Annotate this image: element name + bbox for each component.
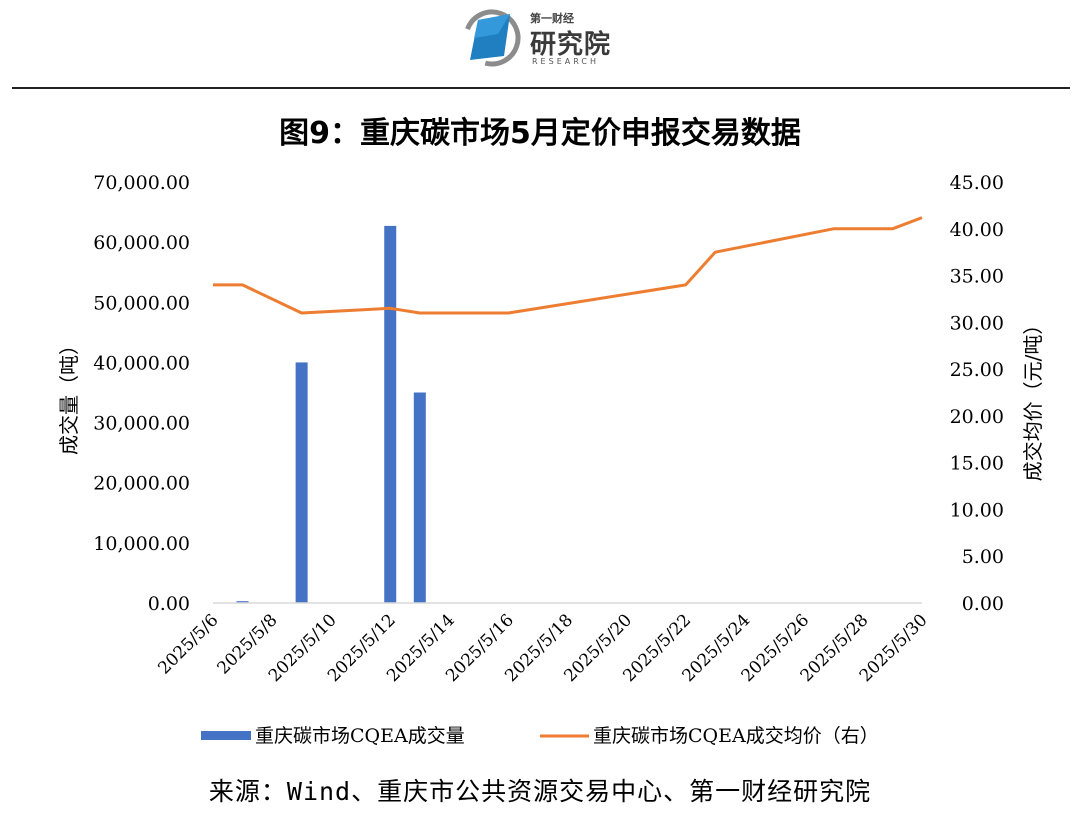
legend-line-label: 重庆碳市场CQEA成交均价（右） [593, 725, 879, 747]
right-tick-label: 5.00 [962, 546, 1004, 568]
right-tick-label: 0.00 [962, 593, 1004, 615]
y2-axis-title: 成交均价（元/吨） [1021, 315, 1045, 482]
bar-13 [413, 392, 426, 603]
left-tick-label: 70,000.00 [93, 172, 190, 194]
x-axis-ticks: 2025/5/62025/5/82025/5/102025/5/122025/5… [154, 610, 931, 686]
left-tick-label: 0.00 [148, 593, 190, 615]
right-tick-label: 45.00 [950, 172, 1004, 194]
left-tick-label: 40,000.00 [93, 352, 190, 374]
right-tick-label: 25.00 [950, 359, 1004, 381]
legend-bar-swatch [201, 731, 251, 740]
y-axis-title: 成交量（吨） [57, 335, 81, 455]
bar-12 [384, 225, 397, 603]
left-tick-label: 60,000.00 [93, 232, 190, 254]
logo-brand-main: 研究院 [530, 30, 612, 60]
right-tick-label: 20.00 [950, 406, 1004, 428]
right-tick-label: 35.00 [950, 266, 1004, 288]
line-series [213, 216, 923, 315]
x-tick-label: 2025/5/6 [154, 610, 222, 678]
source-note: 来源：Wind、重庆市公共资源交易中心、第一财经研究院 [208, 777, 872, 806]
right-tick-label: 30.00 [950, 312, 1004, 334]
bar-series [236, 225, 426, 603]
bar-9 [295, 362, 308, 603]
right-tick-label: 10.00 [950, 499, 1004, 521]
left-tick-label: 10,000.00 [93, 533, 190, 555]
chart-title: 图9：重庆碳市场5月定价申报交易数据 [279, 116, 801, 151]
left-tick-label: 30,000.00 [93, 413, 190, 435]
bar-7 [236, 601, 249, 603]
logo: 第一财经 研究院 RESEARCH [458, 4, 628, 70]
left-tick-label: 20,000.00 [93, 473, 190, 495]
legend: 重庆碳市场CQEA成交量 重庆碳市场CQEA成交均价（右） [201, 725, 879, 747]
logo-brand-en: RESEARCH [532, 57, 599, 66]
right-tick-label: 40.00 [950, 219, 1004, 241]
right-axis-ticks: 0.00 5.00 10.00 15.00 20.00 25.00 30.00 35.00 40… [950, 172, 1004, 615]
right-tick-label: 15.00 [950, 453, 1004, 475]
header-divider [12, 87, 1070, 89]
legend-bar-label: 重庆碳市场CQEA成交量 [255, 725, 465, 747]
left-axis-ticks: 0.00 10,000.00 20,000.00 30,000.00 40,000.00… [93, 172, 190, 615]
logo-emblem-icon [463, 9, 521, 67]
left-tick-label: 50,000.00 [93, 292, 190, 314]
logo-brand-small: 第一财经 [530, 12, 574, 25]
